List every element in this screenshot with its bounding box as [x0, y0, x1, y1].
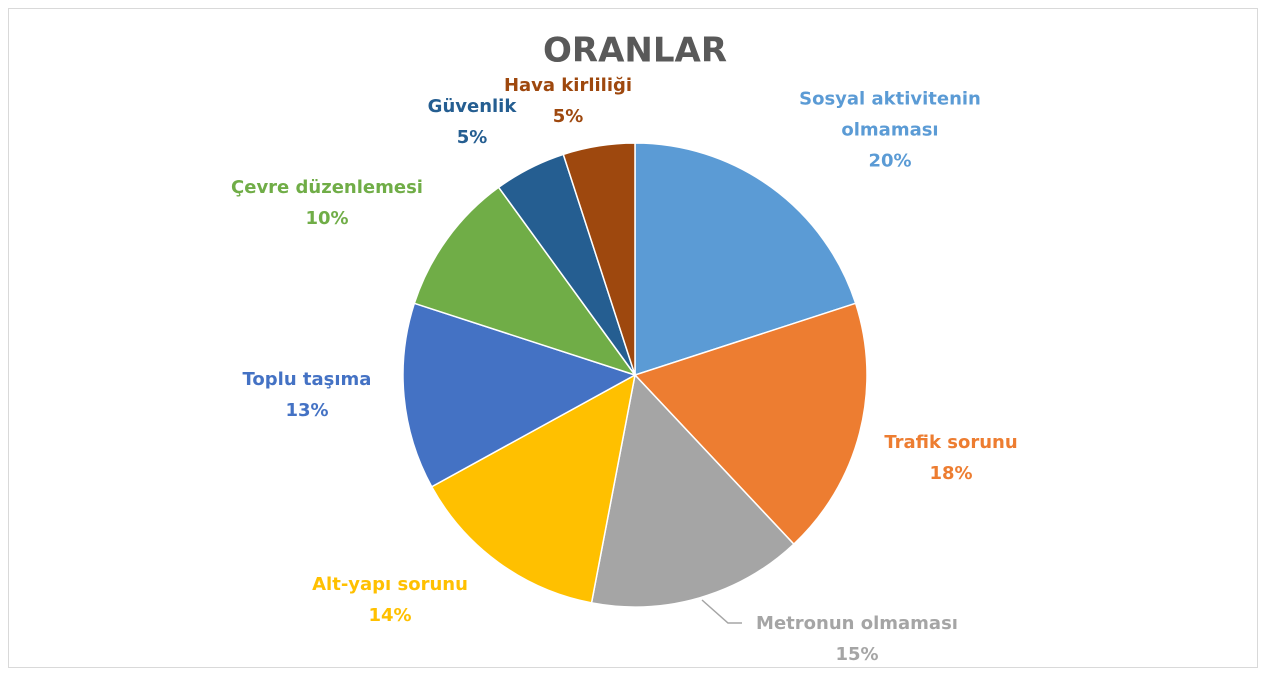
data-label: Güvenlik 5%: [428, 91, 517, 153]
pie-slice: [590, 373, 795, 608]
data-label: Çevre düzenlemesi 10%: [231, 172, 423, 234]
slice-name: Sosyal aktivitenin olmaması: [799, 88, 981, 141]
slice-value: 5%: [552, 106, 584, 127]
data-label: Metronun olmaması 15%: [756, 608, 958, 670]
slice-name: Çevre düzenlemesi: [231, 177, 423, 198]
slice-value: 15%: [835, 644, 879, 665]
data-label: Alt-yapı sorunu 14%: [312, 569, 468, 631]
slice-value: 13%: [285, 400, 329, 421]
pie-slice: [562, 142, 636, 376]
pie-slice: [402, 302, 637, 488]
slice-value: 18%: [929, 463, 973, 484]
pie-slice: [634, 142, 857, 377]
slice-value: 5%: [456, 127, 488, 148]
slice-name: Trafik sorunu: [884, 432, 1018, 453]
slice-value: 20%: [868, 150, 912, 172]
slice-name: Alt-yapı sorunu: [312, 574, 468, 595]
slice-value: 14%: [368, 605, 412, 626]
data-label: Trafik sorunu 18%: [884, 427, 1017, 489]
data-label: Toplu taşıma 13%: [243, 364, 372, 426]
slice-name: Güvenlik: [427, 96, 517, 117]
pie-slice: [413, 186, 637, 377]
slice-value: 10%: [305, 208, 349, 229]
data-label: Sosyal aktivitenin olmaması 20%: [790, 84, 990, 177]
slice-name: Metronun olmaması: [756, 613, 958, 634]
pie-slice: [430, 373, 637, 604]
slice-name: Hava kirliliği: [503, 75, 633, 96]
slice-name: Toplu taşıma: [242, 369, 372, 390]
chart-title: ORANLAR: [543, 31, 727, 71]
leader-line: [701, 599, 742, 624]
pie-slice: [633, 302, 868, 546]
data-label: Hava kirliliği 5%: [504, 70, 632, 132]
